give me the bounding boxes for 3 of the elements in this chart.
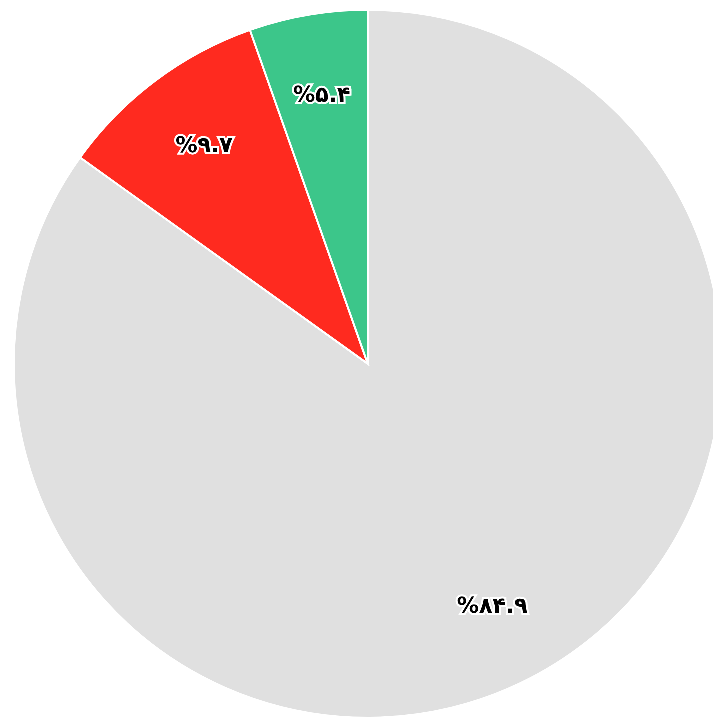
data-label: %۹.۷ — [176, 134, 234, 159]
data-label: %۸۴.۹ — [457, 594, 528, 619]
data-label: %۵.۴ — [293, 82, 351, 108]
